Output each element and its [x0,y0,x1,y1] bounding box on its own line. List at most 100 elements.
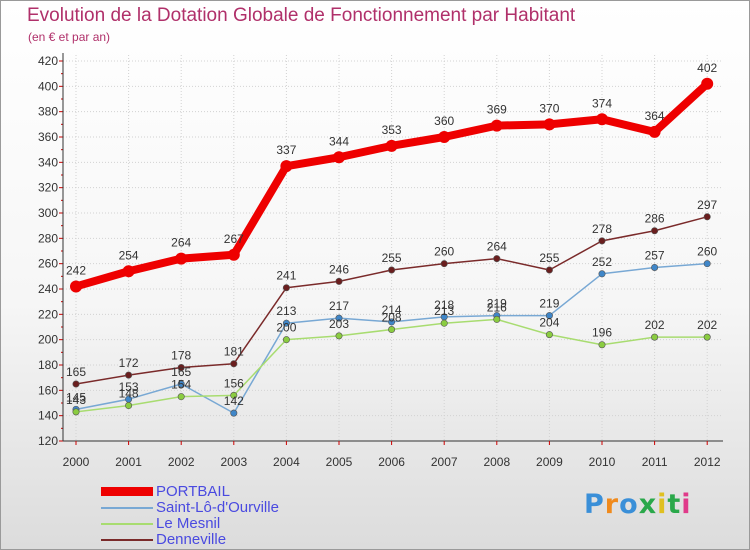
legend-label: PORTBAIL [156,483,230,500]
data-label: 196 [592,326,612,340]
data-point [230,391,238,399]
data-point [122,265,135,278]
data-label: 219 [487,297,507,311]
data-label: 246 [329,262,349,276]
data-point [335,277,343,285]
data-point [648,125,661,138]
data-label: 143 [66,393,86,407]
x-tick-label: 2006 [378,455,405,469]
data-label: 181 [224,345,244,359]
data-label: 297 [697,198,717,212]
data-point [282,336,290,344]
x-tick-label: 2001 [115,455,142,469]
data-point [598,341,606,349]
data-label: 172 [119,356,139,370]
data-point [335,314,343,322]
data-point [651,263,659,271]
data-point [388,326,396,334]
x-tick-label: 2008 [483,455,510,469]
chart-subtitle: (en € et par an) [28,30,111,44]
data-point [703,213,711,221]
data-point [333,151,345,164]
y-tick-label: 160 [38,383,58,397]
data-point [598,237,606,245]
data-point [490,119,503,132]
x-tick-label: 2005 [326,455,353,469]
data-point [72,408,80,416]
data-point [438,131,451,143]
data-label: 208 [382,311,402,325]
data-label: 255 [382,251,402,265]
y-tick-label: 360 [38,130,58,144]
data-point [177,380,185,388]
data-label: 165 [66,365,86,379]
data-label: 219 [539,297,559,311]
data-point [545,331,553,339]
data-label: 278 [592,222,612,236]
x-tick-label: 2012 [694,455,721,469]
data-label: 267 [224,232,244,246]
y-tick-label: 380 [38,105,58,119]
x-tick-label: 2010 [589,455,616,469]
data-label: 260 [697,245,717,259]
data-point [227,248,240,261]
data-point [651,227,659,235]
data-label: 154 [171,378,191,392]
data-point [385,139,398,152]
legend-swatch [101,523,153,525]
data-point [388,318,396,326]
data-label: 264 [171,236,191,250]
legend-swatch [101,487,153,496]
data-point [70,280,82,293]
x-tick-label: 2011 [642,455,668,469]
legend-swatch [101,507,153,509]
y-tick-label: 240 [38,282,58,296]
data-point [282,284,290,292]
data-label: 145 [66,390,86,404]
data-label: 165 [171,365,191,379]
data-point [125,371,133,379]
y-tick-label: 280 [38,231,58,245]
data-point [440,260,448,268]
x-tick-label: 2009 [536,455,563,469]
data-label: 200 [276,321,296,335]
data-label: 153 [119,380,139,394]
data-point [335,332,343,340]
data-point [493,315,501,323]
data-point [177,364,185,372]
data-point [543,118,556,131]
data-point [701,77,714,90]
proxiti-logo: Proxiti [584,489,692,520]
data-point [440,319,448,327]
data-point [230,360,238,368]
legend-swatch [101,539,153,541]
x-tick-label: 2003 [220,455,247,469]
data-label: 156 [224,376,244,390]
data-point [280,160,293,173]
data-label: 242 [66,263,86,277]
data-label: 337 [276,143,296,157]
data-label: 214 [382,303,402,317]
data-point [703,260,711,268]
data-label: 374 [592,96,612,110]
y-tick-label: 220 [38,307,58,321]
data-label: 252 [592,255,612,269]
data-point [230,409,238,417]
data-label: 178 [171,349,191,363]
x-tick-label: 2007 [431,455,458,469]
data-point [493,255,501,263]
y-tick-label: 400 [38,79,58,93]
y-tick-label: 200 [38,333,58,347]
data-label: 241 [276,269,296,283]
y-tick-label: 420 [38,54,58,68]
y-tick-label: 260 [38,257,58,271]
chart-title: Evolution de la Dotation Globale de Fonc… [27,5,576,26]
data-point [596,113,608,126]
data-label: 148 [119,387,139,401]
y-tick-label: 180 [38,358,58,372]
data-point [651,333,659,341]
data-label: 264 [487,240,507,254]
data-label: 286 [645,212,665,226]
data-label: 213 [434,304,454,318]
